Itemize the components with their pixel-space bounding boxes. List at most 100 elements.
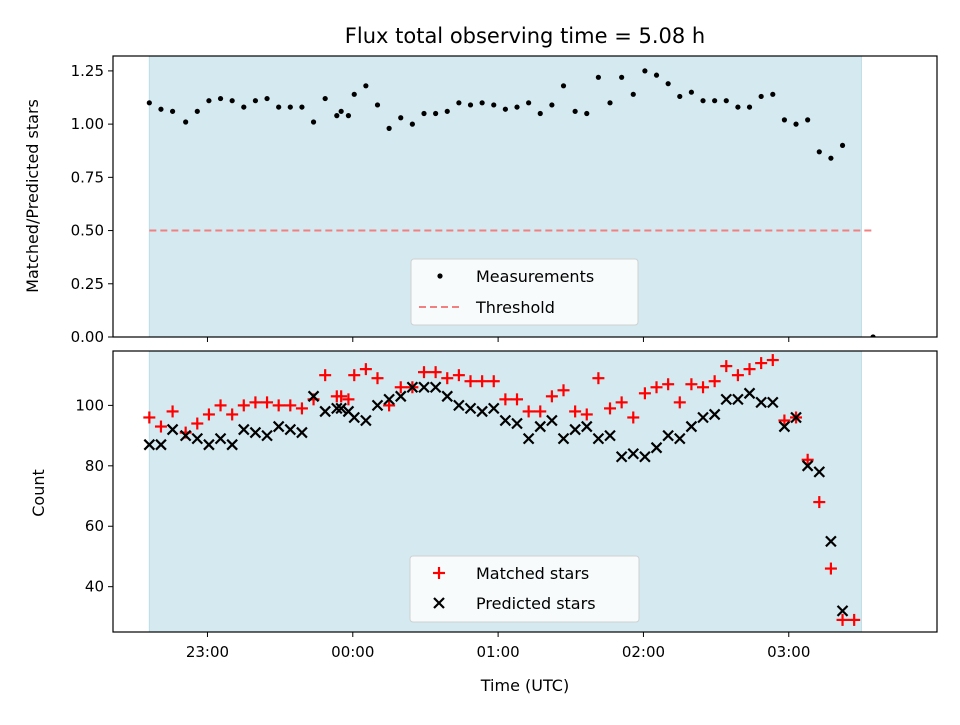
bottom-legend: Matched stars Predicted stars bbox=[409, 555, 640, 623]
predicted-star-point bbox=[580, 420, 593, 433]
matched-star-point bbox=[511, 393, 524, 406]
matched-star-point bbox=[638, 387, 651, 400]
predicted-star-point bbox=[522, 432, 535, 445]
bottom-xtick-label: 03:00 bbox=[767, 643, 810, 661]
top-panel: 0.00 0.25 0.50 0.75 1.00 1.25 bbox=[71, 55, 938, 346]
predicted-star-point bbox=[453, 399, 465, 412]
matched-star-point bbox=[191, 417, 204, 430]
predicted-star-point bbox=[673, 432, 686, 445]
measurement-point bbox=[793, 121, 799, 127]
matched-star-point bbox=[417, 366, 430, 379]
measurement-point bbox=[345, 113, 352, 119]
matched-star-point bbox=[261, 396, 274, 409]
predicted-star-point bbox=[319, 405, 331, 418]
predicted-star-point bbox=[418, 381, 430, 394]
predicted-star-point bbox=[825, 535, 837, 548]
predicted-star-point bbox=[801, 460, 814, 472]
predicted-star-point bbox=[394, 390, 407, 403]
matched-star-point bbox=[284, 399, 297, 412]
matched-star-point bbox=[359, 363, 372, 376]
predicted-star-point bbox=[790, 411, 802, 424]
measurement-point bbox=[584, 110, 590, 117]
measurement-point bbox=[194, 108, 200, 114]
matched-star-point bbox=[720, 360, 733, 373]
matched-star-point bbox=[249, 396, 262, 409]
measurement-point bbox=[642, 68, 648, 74]
measurement-point bbox=[758, 93, 764, 100]
measurement-point bbox=[526, 100, 532, 106]
measurement-point bbox=[746, 104, 753, 110]
measurement-point bbox=[828, 155, 834, 161]
matched-star-point bbox=[534, 405, 547, 418]
predicted-star-point bbox=[249, 426, 262, 439]
predicted-star-point bbox=[615, 450, 628, 463]
matched-star-point bbox=[604, 402, 617, 415]
measurement-point bbox=[619, 74, 625, 80]
bottom-xtick-label: 00:00 bbox=[331, 643, 374, 661]
measurement-point bbox=[217, 95, 224, 102]
matched-star-point bbox=[592, 372, 605, 385]
measurement-point bbox=[723, 98, 729, 104]
legend-measurements-marker bbox=[437, 273, 443, 279]
measurement-point bbox=[264, 95, 270, 102]
matched-star-point bbox=[348, 369, 361, 382]
matched-star-point bbox=[476, 375, 489, 388]
predicted-star-point bbox=[604, 429, 616, 442]
predicted-star-point bbox=[662, 429, 674, 442]
measurement-point bbox=[653, 72, 660, 78]
measurement-point bbox=[252, 98, 259, 104]
bottom-ytick-label: 80 bbox=[85, 457, 104, 475]
predicted-star-point bbox=[307, 390, 320, 403]
top-ytick-label: 0.75 bbox=[71, 168, 104, 186]
legend-predicted-label: Predicted stars bbox=[476, 594, 596, 613]
matched-star-point bbox=[371, 372, 384, 385]
matched-star-point bbox=[557, 384, 570, 397]
matched-star-point bbox=[627, 411, 640, 424]
matched-star-point bbox=[755, 357, 768, 370]
matched-star-point bbox=[499, 393, 512, 406]
measurement-point bbox=[595, 74, 601, 80]
matched-star-point bbox=[697, 381, 710, 394]
measurement-point bbox=[334, 113, 340, 119]
matched-star-point bbox=[295, 402, 308, 415]
predicted-star-point bbox=[155, 438, 167, 451]
matched-star-point bbox=[848, 613, 861, 626]
measurement-point bbox=[287, 104, 293, 110]
predicted-star-point bbox=[534, 420, 547, 433]
measurement-point bbox=[276, 104, 282, 110]
matched-star-point bbox=[154, 420, 167, 433]
matched-star-point bbox=[836, 613, 849, 626]
predicted-star-point bbox=[650, 441, 663, 454]
matched-star-point bbox=[452, 369, 465, 382]
top-ytick-label: 0.00 bbox=[71, 328, 104, 346]
matched-star-point bbox=[778, 414, 791, 427]
legend-measurements-label: Measurements bbox=[476, 267, 594, 286]
measurement-point bbox=[467, 102, 474, 108]
predicted-star-point bbox=[464, 402, 477, 415]
measurement-point bbox=[310, 119, 317, 125]
predicted-star-point bbox=[429, 381, 442, 394]
measurement-point bbox=[560, 83, 567, 89]
legend-predicted-marker bbox=[433, 597, 445, 609]
bottom-xtick-label: 23:00 bbox=[186, 643, 229, 661]
top-ytick-label: 1.25 bbox=[71, 62, 104, 80]
matched-star-point bbox=[429, 366, 442, 379]
predicted-star-point bbox=[191, 432, 204, 445]
measurement-point bbox=[549, 102, 555, 108]
matched-star-point bbox=[731, 369, 744, 382]
measurement-point bbox=[781, 117, 788, 123]
predicted-star-point bbox=[708, 408, 721, 421]
predicted-star-point bbox=[284, 423, 297, 436]
matched-star-point bbox=[522, 405, 535, 418]
predicted-star-point bbox=[476, 405, 488, 418]
matched-star-point bbox=[766, 354, 779, 367]
matched-star-point bbox=[335, 390, 348, 403]
measurement-point bbox=[514, 104, 520, 110]
matched-star-point bbox=[685, 378, 698, 391]
predicted-star-point bbox=[226, 438, 238, 451]
measurement-point bbox=[770, 91, 776, 97]
measurement-point bbox=[158, 106, 164, 112]
matched-star-point bbox=[214, 399, 227, 412]
legend-matched-label: Matched stars bbox=[476, 564, 589, 583]
predicted-star-point bbox=[296, 426, 308, 439]
